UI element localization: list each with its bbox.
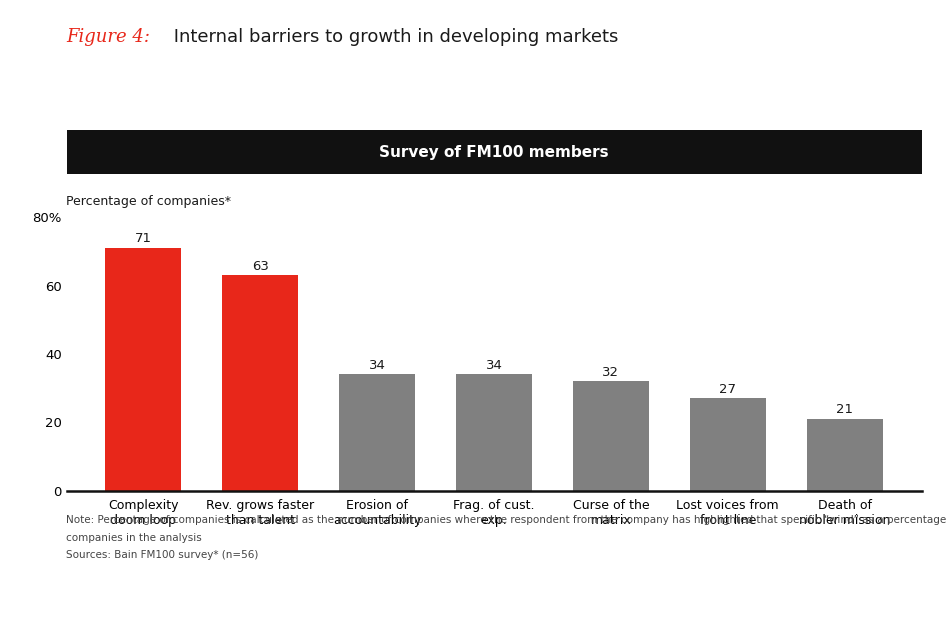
Text: 34: 34: [369, 359, 386, 372]
Text: 34: 34: [485, 359, 503, 372]
Bar: [573, 381, 649, 491]
Text: Figure 4:: Figure 4:: [66, 28, 150, 46]
Text: Sources: Bain FM100 survey* (n=56): Sources: Bain FM100 survey* (n=56): [66, 550, 258, 560]
Text: Percentage of companies*: Percentage of companies*: [66, 195, 232, 208]
Text: 21: 21: [836, 403, 853, 416]
Text: 71: 71: [135, 232, 152, 245]
Text: Note: Percentage of companies is calculated as the number of companies where the: Note: Percentage of companies is calcula…: [66, 515, 950, 525]
Bar: [222, 276, 298, 491]
Text: Survey of FM100 members: Survey of FM100 members: [379, 145, 609, 160]
Bar: [456, 374, 532, 491]
Text: Internal barriers to growth in developing markets: Internal barriers to growth in developin…: [168, 28, 618, 46]
Text: companies in the analysis: companies in the analysis: [66, 533, 202, 543]
Text: 27: 27: [719, 383, 736, 396]
Bar: [105, 248, 181, 491]
Text: 63: 63: [252, 260, 269, 273]
Bar: [807, 419, 883, 491]
Text: 32: 32: [602, 366, 619, 379]
Bar: [339, 374, 415, 491]
Bar: [690, 399, 766, 491]
